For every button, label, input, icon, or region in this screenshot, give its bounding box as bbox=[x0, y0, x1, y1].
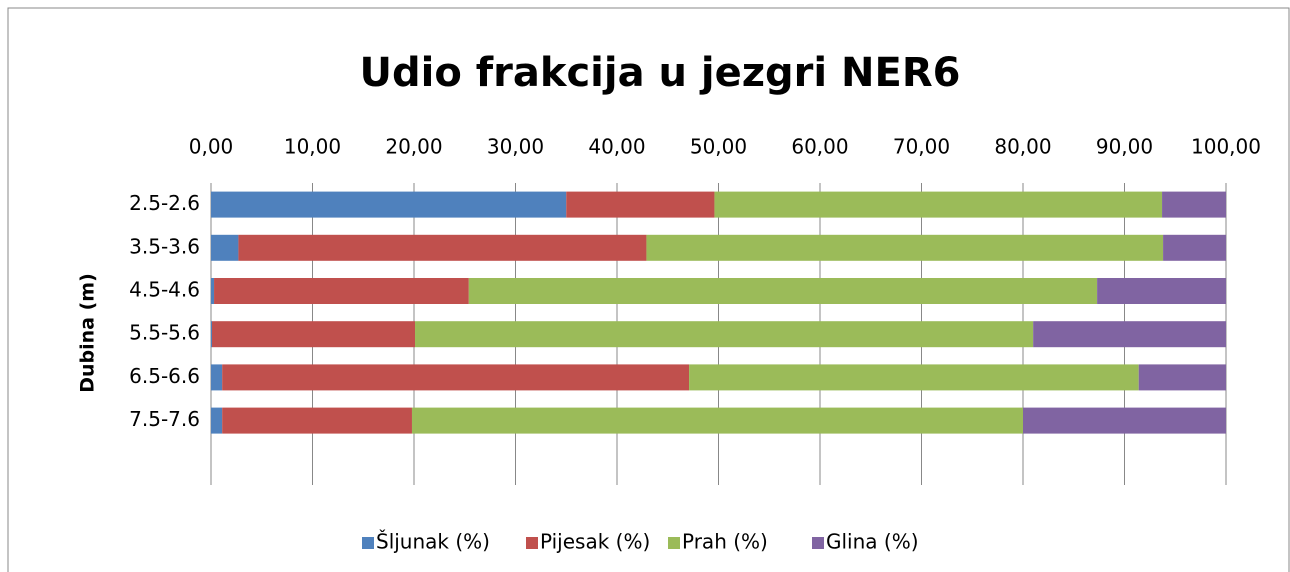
legend-swatch bbox=[668, 537, 680, 549]
bar-segment bbox=[211, 407, 223, 434]
y-tick-label: 7.5-7.6 bbox=[129, 407, 200, 431]
bar-segment bbox=[415, 321, 1034, 348]
bar-segment bbox=[211, 321, 213, 348]
bar-segment bbox=[714, 191, 1163, 218]
bar-segment bbox=[211, 234, 239, 261]
bar-segment bbox=[566, 191, 715, 218]
bar-segment bbox=[689, 364, 1139, 391]
x-tick-label: 0,00 bbox=[189, 135, 234, 159]
legend-swatch bbox=[812, 537, 824, 549]
legend-label: Pijesak (%) bbox=[540, 530, 650, 554]
legend-swatch bbox=[362, 537, 374, 549]
bar-segment bbox=[222, 407, 412, 434]
bar-segment bbox=[411, 407, 1024, 434]
bar-segment bbox=[1162, 191, 1226, 218]
y-tick-label: 6.5-6.6 bbox=[129, 364, 200, 388]
legend-label: Prah (%) bbox=[682, 530, 768, 554]
bar-segment bbox=[1023, 407, 1226, 434]
bar-segment bbox=[214, 278, 469, 304]
x-tick-label: 40,00 bbox=[588, 135, 645, 159]
x-tick-label: 80,00 bbox=[994, 135, 1051, 159]
y-tick-label: 2.5-2.6 bbox=[129, 191, 200, 215]
x-tick-label: 70,00 bbox=[893, 135, 950, 159]
y-tick-label: 4.5-4.6 bbox=[129, 278, 200, 302]
bar-segment bbox=[468, 278, 1098, 304]
legend-label: Glina (%) bbox=[826, 530, 919, 554]
x-tick-label: 60,00 bbox=[791, 135, 848, 159]
legend-swatch bbox=[526, 537, 538, 549]
bar-segment bbox=[211, 278, 215, 304]
bar-segment bbox=[1097, 278, 1226, 304]
x-tick-label: 30,00 bbox=[487, 135, 544, 159]
y-tick-label: 5.5-5.6 bbox=[129, 321, 200, 345]
x-tick-label: 90,00 bbox=[1096, 135, 1153, 159]
bar-segment bbox=[211, 364, 223, 391]
x-tick-label: 50,00 bbox=[690, 135, 747, 159]
bar-segment bbox=[238, 234, 647, 261]
bar-segment bbox=[211, 191, 567, 218]
y-tick-label: 3.5-3.6 bbox=[129, 234, 200, 258]
x-tick-label: 100,00 bbox=[1191, 135, 1261, 159]
bar-segment bbox=[1163, 234, 1226, 261]
y-axis-label: Dubina (m) bbox=[77, 273, 99, 393]
bar-segment bbox=[1138, 364, 1226, 391]
legend-label: Šljunak (%) bbox=[376, 530, 490, 554]
x-tick-label: 20,00 bbox=[385, 135, 442, 159]
chart-title: Udio frakcija u jezgri NER6 bbox=[360, 50, 961, 96]
bar-segment bbox=[646, 234, 1164, 261]
bar-segment bbox=[222, 364, 690, 391]
x-tick-label: 10,00 bbox=[284, 135, 341, 159]
bar-segment bbox=[212, 321, 416, 348]
bar-segment bbox=[1033, 321, 1226, 348]
